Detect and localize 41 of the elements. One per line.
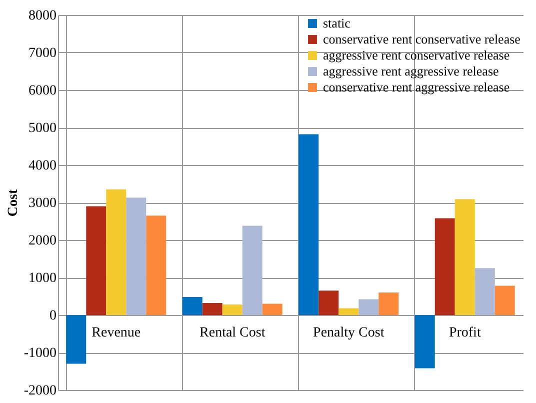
x-tick-label: Profit — [448, 326, 481, 340]
bar — [318, 290, 339, 315]
y-tick-label: -2000 — [24, 384, 56, 398]
bar — [262, 304, 282, 315]
bar — [434, 218, 455, 315]
bar — [182, 297, 202, 315]
legend-label: static — [323, 16, 351, 30]
bar — [66, 315, 86, 364]
bar — [146, 216, 166, 315]
bar — [338, 308, 359, 315]
y-tick-label: 7000 — [28, 46, 56, 61]
y-axis-title: Cost — [6, 189, 21, 217]
y-tick-label: 1000 — [28, 271, 56, 286]
bar — [222, 304, 242, 315]
x-tick-label: Rental Cost — [200, 326, 266, 340]
y-tick-label: 6000 — [28, 84, 56, 98]
legend-label: aggressive rent conservative release — [323, 48, 510, 62]
y-tick-label: 4000 — [28, 158, 56, 174]
bar — [298, 134, 319, 315]
x-tick-label: Revenue — [92, 326, 141, 340]
legend-label: conservative rent conservative release — [323, 32, 521, 46]
y-tick-label: 3000 — [28, 196, 56, 211]
bar — [474, 268, 495, 315]
bar — [202, 303, 222, 315]
legend-label: conservative rent aggressive release — [323, 80, 510, 94]
y-tick-label: 0 — [50, 308, 56, 324]
bar — [242, 226, 262, 315]
bar — [126, 198, 146, 315]
legend-label: aggressive rent aggressive release — [323, 64, 500, 78]
bar — [414, 315, 435, 368]
bar — [378, 292, 399, 315]
bar — [494, 286, 515, 315]
y-tick-label: -1000 — [24, 346, 56, 361]
bar — [106, 189, 126, 315]
bar — [86, 206, 106, 315]
y-tick-label: 8000 — [28, 8, 56, 24]
bar — [454, 199, 475, 315]
x-tick-label: Penalty Cost — [313, 326, 384, 340]
y-tick-label: 2000 — [28, 234, 56, 248]
bar — [358, 299, 379, 315]
y-tick-label: 5000 — [28, 121, 56, 136]
